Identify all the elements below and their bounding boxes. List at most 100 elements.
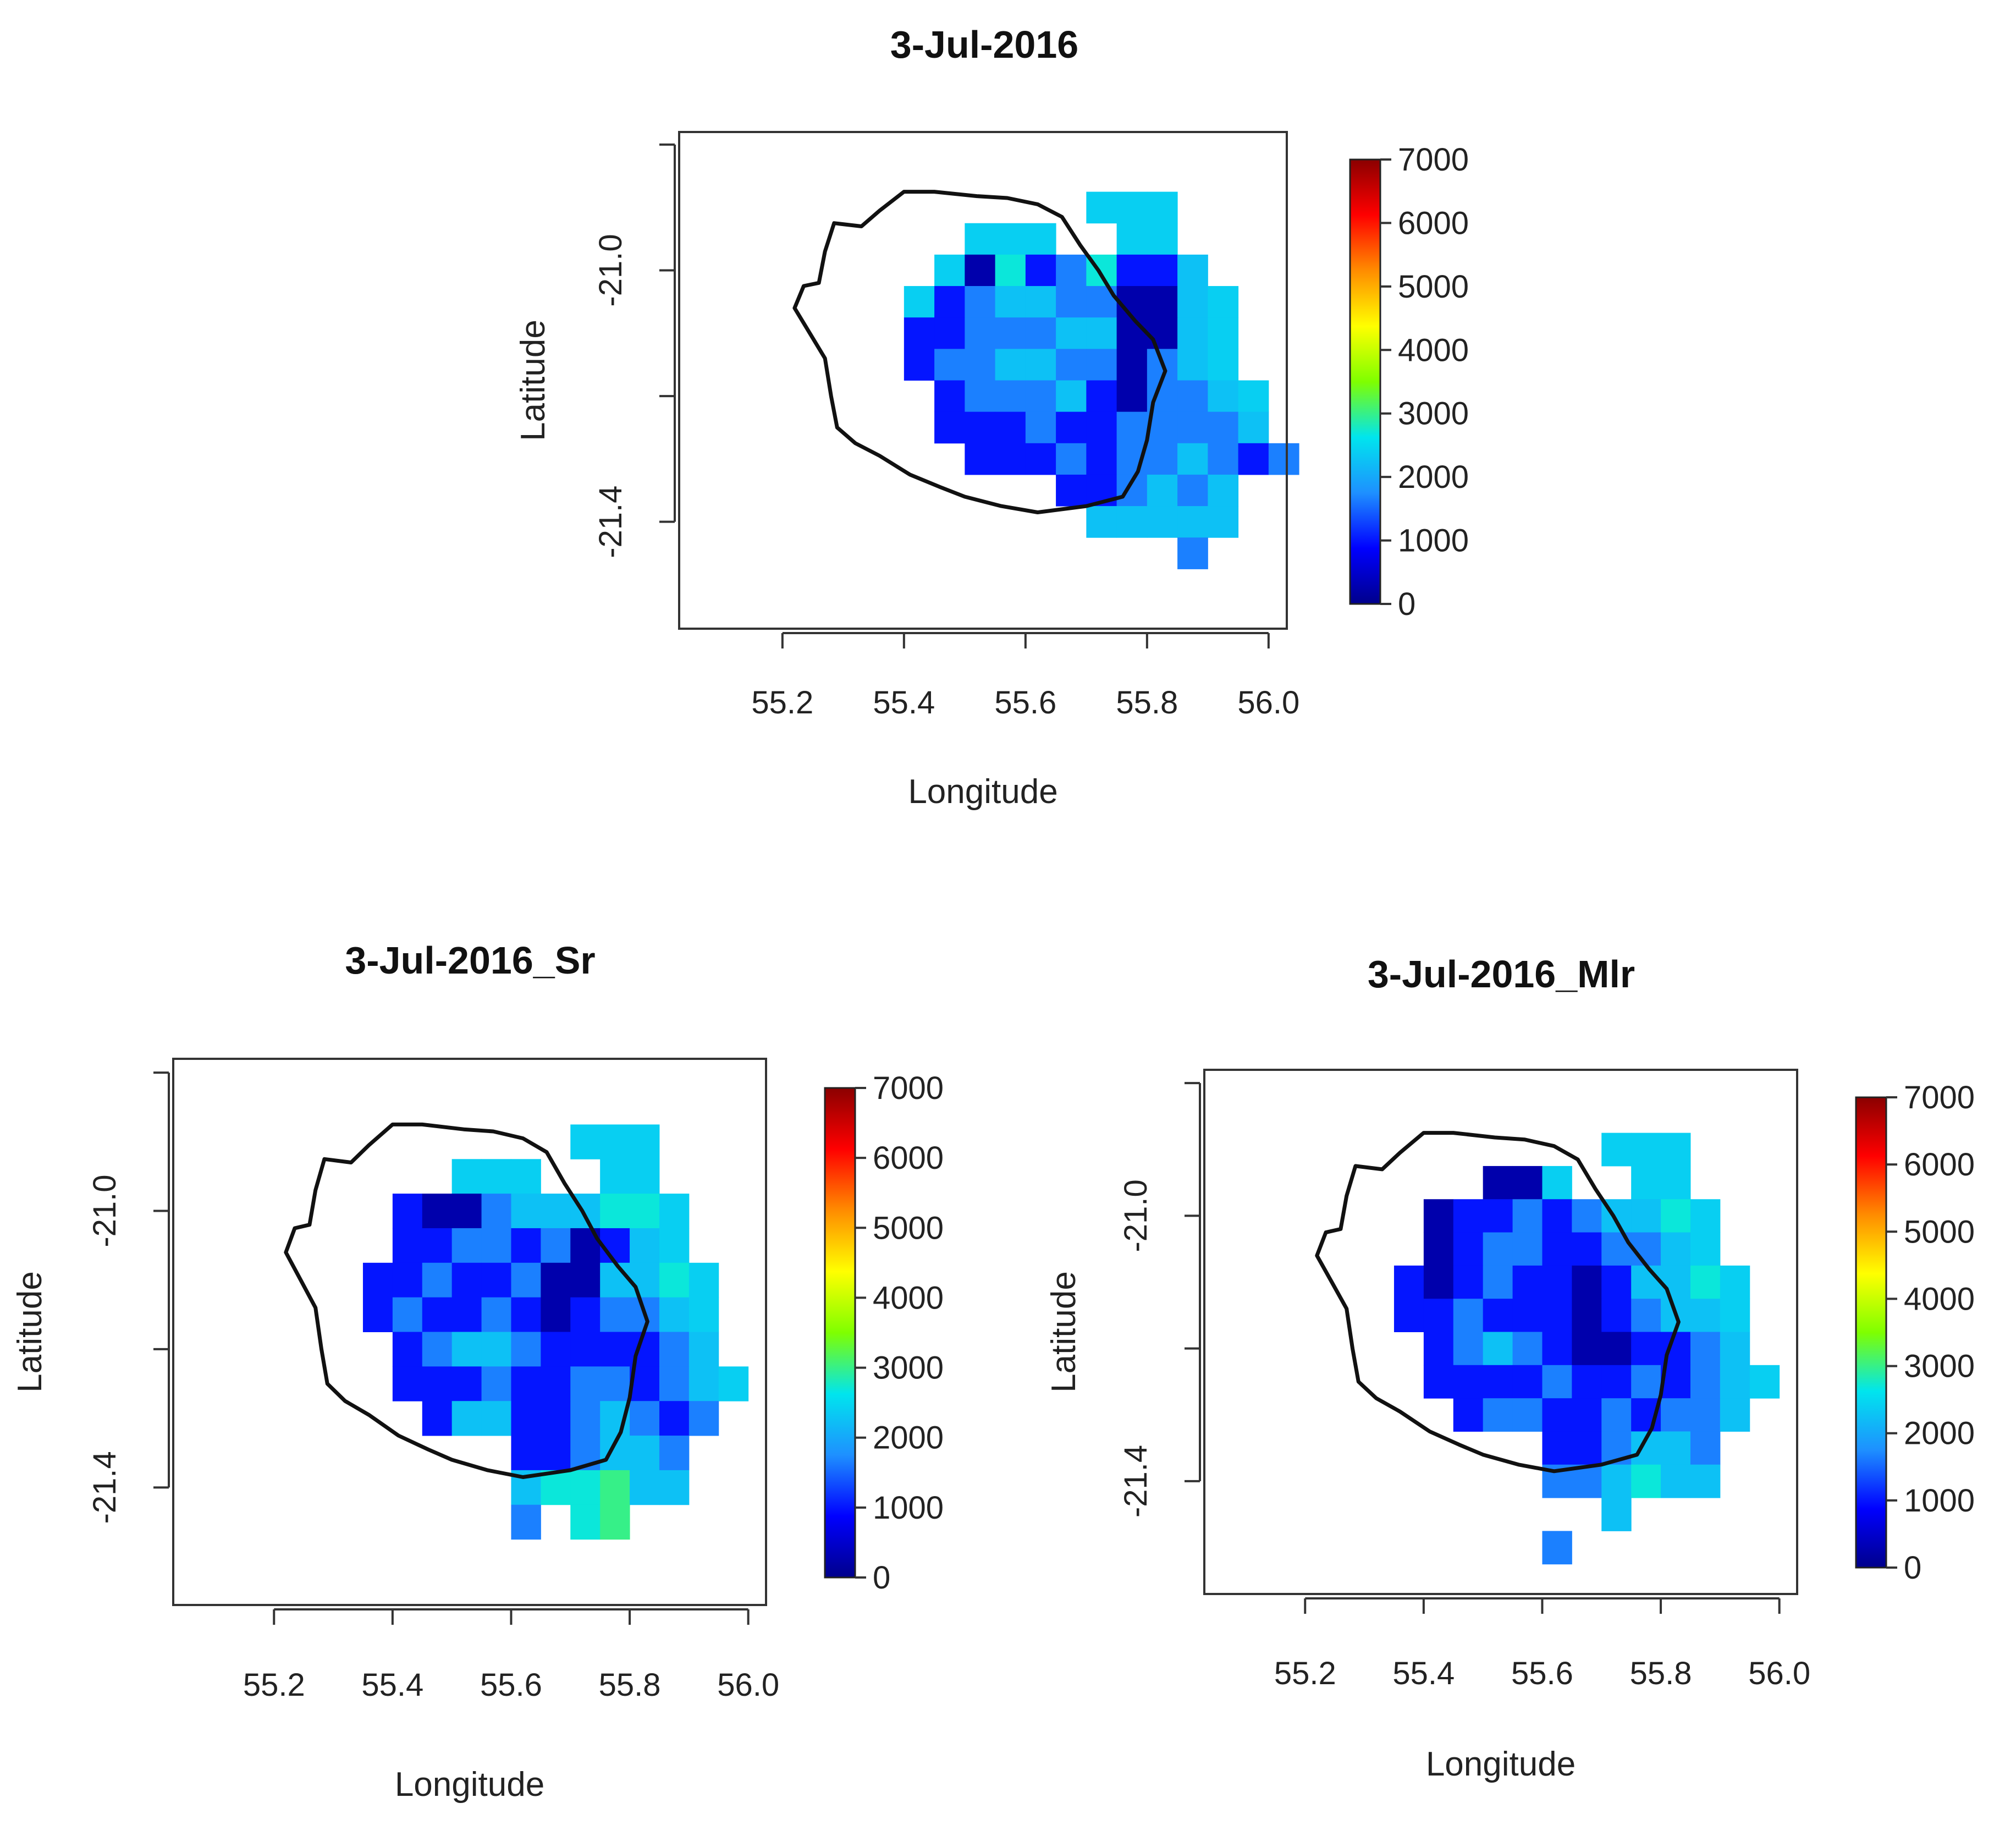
heatmap-cell (630, 1228, 660, 1263)
heatmap-cell (1208, 443, 1239, 475)
heatmap-cell (1056, 317, 1087, 349)
heatmap-cell (1177, 443, 1208, 475)
heatmap-cell (1661, 1232, 1691, 1266)
colorbar-tick-label: 0 (1904, 1550, 1921, 1586)
heatmap-cell (1208, 474, 1239, 507)
heatmap-cell (422, 1262, 453, 1298)
heatmap-cell (965, 286, 996, 318)
heatmap-cell (1572, 1431, 1602, 1465)
heatmap-cell (1601, 1133, 1632, 1167)
heatmap-cell (1147, 317, 1178, 349)
heatmap-cell (965, 254, 996, 287)
y-axis-label: Latitude (1045, 1271, 1083, 1393)
heatmap-cell (934, 254, 965, 287)
colorbar-tick-label: 2000 (873, 1420, 944, 1456)
heatmap-cell (451, 1228, 482, 1263)
heatmap-cell (1601, 1498, 1632, 1531)
heatmap-cell (600, 1366, 630, 1401)
colorbar-tick-label: 7000 (1904, 1080, 1975, 1115)
island-outline (1315, 1131, 1681, 1474)
heatmap-cell (1631, 1133, 1661, 1167)
heatmap-cell (1177, 537, 1208, 569)
heatmap-cell (1086, 443, 1117, 475)
heatmap-cell (1208, 506, 1239, 538)
heatmap-cell (659, 1332, 690, 1367)
heatmap-cell (422, 1366, 453, 1401)
heatmap-cell (659, 1401, 690, 1436)
heatmap-cell (718, 1366, 749, 1401)
heatmap-cell (1572, 1365, 1602, 1399)
chart-title: 3-Jul-2016_Sr (345, 939, 595, 982)
colorbar-tick-label: 1000 (1904, 1483, 1975, 1519)
x-tick-label: 56.0 (1237, 685, 1299, 721)
heatmap-cell (1661, 1464, 1691, 1498)
heatmap-cell (995, 223, 1026, 255)
heatmap-cell (904, 286, 935, 318)
heatmap-cell (541, 1262, 571, 1298)
heatmap-cell (934, 411, 965, 444)
heatmap-cell (1512, 1166, 1543, 1200)
heatmap-cell (1631, 1365, 1661, 1399)
heatmap-cell (481, 1401, 511, 1436)
heatmap-cell (995, 380, 1026, 413)
x-tick-label: 55.8 (1630, 1656, 1692, 1691)
heatmap-cell (1453, 1232, 1484, 1266)
heatmap-cell (541, 1297, 571, 1332)
heatmap-cell (1690, 1265, 1721, 1299)
heatmap-cell (600, 1159, 630, 1194)
heatmap-cell (688, 1401, 719, 1436)
heatmap-cell (934, 286, 965, 318)
heatmap-cell (511, 1366, 541, 1401)
heatmap-cell (451, 1159, 482, 1194)
heatmap-cell (1601, 1265, 1632, 1299)
heatmap-cell (934, 380, 965, 413)
heatmap-cell (1601, 1398, 1632, 1432)
heatmap-cell (904, 349, 935, 381)
heatmap-cell (451, 1194, 482, 1229)
heatmap-cell (1542, 1398, 1572, 1432)
heatmap-cell (1631, 1265, 1661, 1299)
heatmap-cell (1086, 380, 1117, 413)
heatmap-cell (422, 1401, 453, 1436)
heatmap-cell (570, 1366, 601, 1401)
x-axis-label: Longitude (395, 1766, 544, 1804)
heatmap-cell (392, 1297, 423, 1332)
x-tick-label: 55.2 (1274, 1656, 1336, 1691)
heatmap-cell (630, 1124, 660, 1159)
heatmap-cell (1025, 443, 1056, 475)
heatmap-cell (688, 1332, 719, 1367)
heatmap-cell (659, 1297, 690, 1332)
heatmap-cell (1025, 411, 1056, 444)
x-tick-label: 56.0 (717, 1667, 779, 1703)
heatmap-cell (1208, 380, 1239, 413)
heatmap-cell (1631, 1166, 1661, 1200)
colorbar-tick-label: 3000 (873, 1350, 944, 1386)
heatmap-cell (451, 1401, 482, 1436)
heatmap-cell (1238, 411, 1269, 444)
heatmap-cell (511, 1332, 541, 1367)
heatmap-cell (1661, 1398, 1691, 1432)
heatmap-cell (1542, 1431, 1572, 1465)
heatmap-cell (1542, 1166, 1572, 1200)
y-tick-label: -21.4 (593, 486, 629, 558)
heatmap-cell (1483, 1365, 1513, 1399)
heatmap-cell (392, 1228, 423, 1263)
heatmap-cell (1056, 380, 1087, 413)
x-tick-label: 55.6 (480, 1667, 542, 1703)
heatmap-cell (1631, 1332, 1661, 1366)
heatmap-cell (1177, 411, 1208, 444)
colorbar-tick-label: 6000 (1904, 1147, 1975, 1183)
heatmap-cell (1690, 1365, 1721, 1399)
heatmap-cell (1512, 1265, 1543, 1299)
colorbar-tick-label: 0 (1398, 586, 1415, 622)
heatmap-cell (1572, 1232, 1602, 1266)
heatmap-cell (1393, 1265, 1424, 1299)
heatmap-cell (541, 1470, 571, 1505)
heatmap-cell (511, 1194, 541, 1229)
heatmap-cell (362, 1297, 393, 1332)
x-tick-label: 55.4 (1392, 1656, 1455, 1691)
heatmap-cell (1690, 1232, 1721, 1266)
heatmap-cell (1720, 1332, 1750, 1366)
plot-frame (1203, 1069, 1798, 1595)
heatmap-cell (1025, 317, 1056, 349)
